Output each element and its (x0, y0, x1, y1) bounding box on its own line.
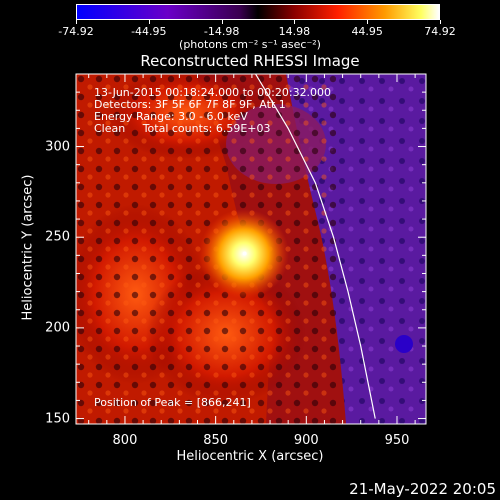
colorbar-tick-label: -74.92 (58, 25, 94, 38)
plot-area: 13-Jun-2015 00:18:24.000 to 00:20:32.000… (76, 74, 426, 424)
x-axis-label: Heliocentric X (arcsec) (176, 449, 324, 464)
colorbar-tick (367, 20, 369, 24)
colorbar-tick-label: 14.98 (278, 25, 311, 38)
colorbar-tick-label: 44.95 (351, 25, 383, 38)
colorbar (76, 4, 440, 20)
y-tick-label: 300 (45, 139, 70, 155)
annotation-total-counts: Clean Total counts: 6.59E+03 (94, 122, 271, 135)
y-tick-label: 250 (45, 229, 70, 245)
y-axis-label: Heliocentric Y (arcsec) (20, 174, 36, 321)
y-tick-label: 150 (45, 411, 70, 427)
x-tick-label: 800 (112, 433, 138, 448)
y-tick-label: 200 (45, 320, 70, 336)
x-tick-label: 900 (293, 433, 319, 448)
colorbar-tick-label: -44.95 (131, 25, 167, 38)
x-tick-label: 950 (384, 433, 410, 448)
annotation-peak-position: Position of Peak = [866,241] (94, 396, 251, 409)
colorbar-tick (294, 20, 296, 24)
colorbar-tick (76, 20, 77, 24)
colorbar-units: (photons cm⁻² s⁻¹ asec⁻²) (179, 38, 321, 51)
x-tick-label: 850 (203, 433, 229, 448)
colorbar-tick (221, 20, 223, 24)
footer-timestamp: 21-May-2022 20:05 (349, 480, 496, 498)
colorbar-tick (148, 20, 150, 24)
peak-point (242, 251, 247, 256)
colorbar-tick (440, 20, 441, 24)
chart-title: Reconstructed RHESSI Image (140, 52, 360, 70)
colorbar-tick-label: 74.92 (424, 25, 456, 38)
colorbar-tick-label: -14.98 (203, 25, 240, 38)
